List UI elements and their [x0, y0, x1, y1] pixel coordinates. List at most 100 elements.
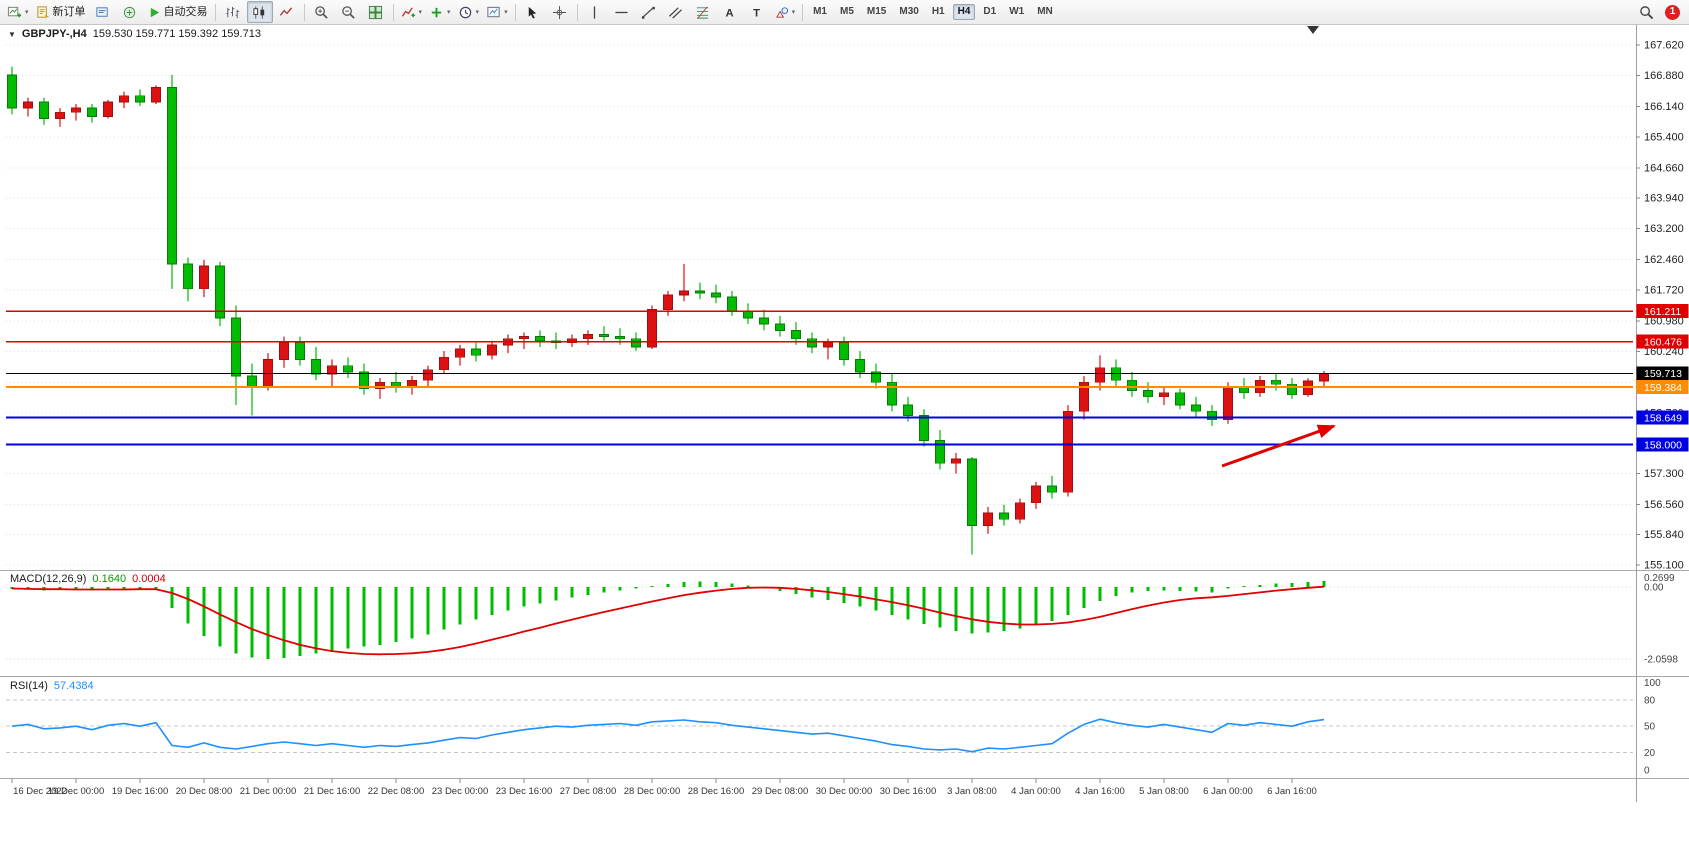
svg-text:156.560: 156.560 — [1644, 499, 1684, 511]
svg-text:165.400: 165.400 — [1644, 132, 1684, 144]
notifications-badge[interactable]: 1 — [1665, 4, 1680, 20]
price-axis-label-158.649: 158.649 — [1636, 410, 1689, 425]
bar-chart-button[interactable] — [220, 1, 246, 23]
periods-button[interactable]: ▾ — [455, 1, 483, 23]
shapes-button[interactable]: ▾ — [771, 1, 799, 23]
tf-h4-button[interactable]: H4 — [952, 4, 976, 20]
line-chart-button[interactable] — [274, 1, 300, 23]
tf-d1-button[interactable]: D1 — [983, 6, 997, 17]
svg-text:30 Dec 16:00: 30 Dec 16:00 — [880, 786, 937, 797]
svg-text:-2.0598: -2.0598 — [1644, 654, 1678, 665]
autotrading-button[interactable]: 自动交易 — [144, 1, 211, 23]
zoom-in-button[interactable] — [309, 1, 335, 23]
price-axis[interactable]: 167.620 166.880 166.140 165.400 164.660 163.9… — [1636, 24, 1689, 802]
channel-button[interactable] — [663, 1, 689, 23]
trend-arrow-object[interactable] — [1221, 424, 1336, 468]
svg-text:19 Dec 00:00: 19 Dec 00:00 — [48, 786, 105, 797]
vertical-line-button[interactable] — [582, 1, 608, 23]
indicator-icon — [401, 5, 416, 20]
svg-text:161.211: 161.211 — [1644, 306, 1681, 318]
rsi-pane[interactable] — [6, 699, 1633, 754]
tf-m15-button[interactable]: M15 — [866, 6, 887, 17]
tf-m5-button[interactable]: M5 — [840, 6, 854, 17]
svg-text:155.840: 155.840 — [1644, 529, 1684, 541]
tf-w1-button[interactable]: W1 — [1009, 6, 1025, 17]
text-a-icon: A — [722, 5, 737, 20]
dropdown-arrow-icon: ▾ — [447, 9, 451, 16]
new-chart-button[interactable]: ▾ — [4, 1, 32, 23]
svg-text:28 Dec 16:00: 28 Dec 16:00 — [688, 786, 745, 797]
candles-icon — [252, 5, 267, 20]
svg-text:19 Dec 16:00: 19 Dec 16:00 — [112, 786, 169, 797]
search-button[interactable] — [1633, 1, 1659, 23]
svg-text:22 Dec 08:00: 22 Dec 08:00 — [368, 786, 425, 797]
metaeditor-button[interactable] — [90, 1, 116, 23]
new-order-button[interactable]: 新订单 — [33, 1, 89, 23]
tile-icon — [368, 5, 383, 20]
svg-text:50: 50 — [1644, 722, 1656, 733]
toolbar-separator — [303, 3, 305, 21]
indicators-button[interactable]: ▾ — [398, 1, 426, 23]
vline-icon — [587, 5, 602, 20]
zoom-out-button[interactable] — [336, 1, 362, 23]
toolbar-separator — [576, 3, 578, 21]
one-click-panel-toggle-icon[interactable]: ▼ — [8, 29, 16, 39]
tf-m1-button[interactable]: M1 — [813, 6, 827, 17]
cursor-icon — [525, 5, 540, 20]
zoom-in-icon — [314, 5, 329, 20]
tf-m30-button[interactable]: M30 — [899, 6, 919, 17]
rsi-indicator-label: RSI(14) 57.4384 — [10, 680, 94, 692]
svg-text:28 Dec 00:00: 28 Dec 00:00 — [624, 786, 681, 797]
macd-indicator-label: MACD(12,26,9) 0.1640 0.0004 — [10, 573, 166, 585]
chart-new-icon — [7, 5, 22, 20]
new-order-icon — [36, 5, 51, 20]
svg-text:166.140: 166.140 — [1644, 101, 1684, 113]
template-icon — [486, 5, 501, 20]
horizontal-line-button[interactable] — [609, 1, 635, 23]
svg-text:23 Dec 00:00: 23 Dec 00:00 — [432, 786, 489, 797]
crosshair-button[interactable] — [547, 1, 573, 23]
dropdown-arrow-icon: ▾ — [504, 9, 508, 16]
svg-text:159.384: 159.384 — [1644, 382, 1682, 394]
svg-text:4 Jan 00:00: 4 Jan 00:00 — [1011, 786, 1061, 797]
svg-text:166.880: 166.880 — [1644, 70, 1684, 82]
svg-text:21 Dec 00:00: 21 Dec 00:00 — [240, 786, 297, 797]
price-axis-label-158.000: 158.000 — [1636, 437, 1689, 452]
svg-text:0.2699: 0.2699 — [1644, 573, 1675, 584]
pane-separators[interactable] — [0, 570, 1689, 779]
svg-text:30 Dec 00:00: 30 Dec 00:00 — [816, 786, 873, 797]
tf-h1-button[interactable]: H1 — [931, 6, 945, 17]
templates-button[interactable]: ▾ — [483, 1, 511, 23]
trendline-button[interactable] — [636, 1, 662, 23]
svg-text:160.980: 160.980 — [1644, 315, 1684, 327]
svg-text:4 Jan 16:00: 4 Jan 16:00 — [1075, 786, 1125, 797]
tf-mn-button[interactable]: MN — [1037, 6, 1053, 17]
macd-pane[interactable] — [6, 581, 1633, 660]
crosshair-icon — [552, 5, 567, 20]
tile-windows-button[interactable] — [363, 1, 389, 23]
dropdown-arrow-icon: ▾ — [418, 9, 423, 16]
macd-signal-value: 0.0004 — [132, 573, 166, 585]
cursor-button[interactable] — [520, 1, 546, 23]
svg-text:163.200: 163.200 — [1644, 223, 1684, 235]
zoom-out-icon — [341, 5, 356, 20]
chart-shift-marker[interactable] — [1307, 26, 1319, 34]
text-button[interactable]: A — [717, 1, 743, 23]
svg-text:5 Jan 08:00: 5 Jan 08:00 — [1139, 786, 1189, 797]
add-indicator-button[interactable]: ▾ — [426, 1, 454, 23]
label-button[interactable]: T — [744, 1, 770, 23]
svg-text:A: A — [726, 7, 734, 19]
chart-ohlc-readout: ▼ GBPJPY-,H4 159.530 159.771 159.392 159… — [8, 28, 261, 40]
fibo-icon — [695, 5, 710, 20]
candlesticks — [7, 66, 1329, 555]
svg-text:167.620: 167.620 — [1644, 40, 1684, 52]
candlestick-chart-button[interactable] — [246, 1, 273, 23]
fibonacci-button[interactable] — [690, 1, 716, 23]
profiles-button[interactable] — [117, 1, 143, 23]
svg-text:23 Dec 16:00: 23 Dec 16:00 — [496, 786, 553, 797]
price-grid — [6, 44, 1633, 566]
toolbar-separator — [514, 3, 516, 21]
